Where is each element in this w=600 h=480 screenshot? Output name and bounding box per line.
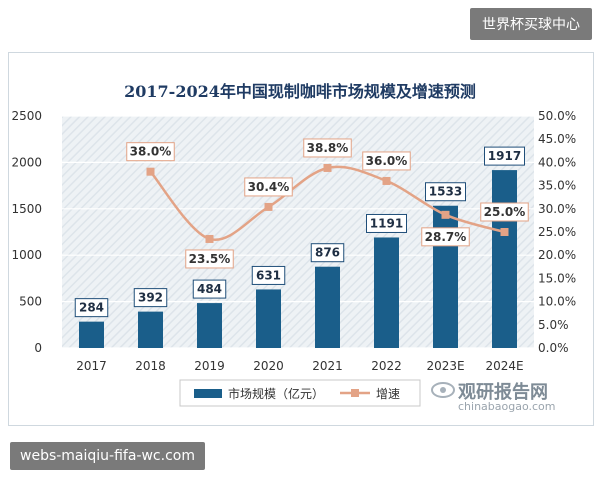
left-tick-label: 500 [19, 295, 42, 309]
x-tick-label: 2020 [253, 359, 284, 373]
line-point [264, 202, 273, 211]
bar-label-box [425, 182, 466, 202]
bar [433, 205, 458, 348]
legend-swatch-bar [194, 389, 222, 398]
line-point [205, 234, 214, 243]
bar [256, 289, 281, 348]
right-tick-label: 20.0% [538, 248, 576, 262]
line-label-box [480, 202, 529, 222]
left-tick-label: 1500 [11, 202, 42, 216]
bar-value-label: 392 [138, 291, 163, 305]
brand-name-cn: 观研报告网 [458, 382, 548, 403]
bar-label-box [74, 298, 109, 318]
bar-label-box [366, 213, 407, 233]
bar-value-label: 631 [256, 268, 281, 282]
right-tick-label: 30.0% [538, 202, 576, 216]
bar-value-label: 1533 [429, 185, 462, 199]
bar-label-box [251, 265, 286, 285]
line-label-box [244, 177, 293, 197]
line-label-box [126, 142, 175, 162]
line-value-label: 36.0% [366, 154, 408, 168]
bar-label-box [192, 279, 227, 299]
line-point [441, 210, 450, 219]
left-tick-label: 0 [34, 341, 42, 355]
line-value-label: 30.4% [248, 180, 290, 194]
right-tick-label: 5.0% [538, 318, 569, 332]
line-label-box [362, 151, 411, 171]
legend-swatch-marker [351, 389, 359, 397]
bar [138, 311, 163, 348]
right-tick-label: 35.0% [538, 179, 576, 193]
line-value-label: 28.7% [425, 230, 467, 244]
bar-value-labels: 284 392 484 631 876 1191 1533 1917 [74, 146, 525, 318]
x-tick-label: 2021 [312, 359, 343, 373]
bar [492, 170, 517, 348]
line-label-box [303, 138, 352, 158]
line-point [323, 163, 332, 172]
x-tick-label: 2024E [485, 359, 523, 373]
x-tick-label: 2022 [371, 359, 402, 373]
line-label-box [421, 227, 470, 247]
line-value-label: 38.0% [130, 145, 172, 159]
bar-value-label: 284 [79, 301, 104, 315]
brand-name-en: chinabaogao.com [458, 400, 556, 413]
line-point [500, 228, 509, 236]
watermark-top: 世界杯买球中心 [470, 8, 592, 40]
legend-label-line: 增速 [376, 387, 400, 401]
line-point [382, 176, 391, 185]
x-tick-label: 2018 [135, 359, 166, 373]
bar-value-label: 484 [197, 282, 222, 296]
x-tick-label: 2017 [76, 359, 107, 373]
bar [315, 266, 340, 348]
bar-value-label: 876 [315, 246, 340, 260]
bar-value-label: 1191 [370, 216, 403, 230]
brand-logo-icon [431, 382, 455, 398]
left-tick-label: 1000 [11, 248, 42, 262]
right-tick-label: 10.0% [538, 295, 576, 309]
left-tick-label: 2000 [11, 155, 42, 169]
bar-label-box [310, 243, 345, 263]
line-label-box [185, 249, 234, 269]
chart-title: 2017-2024年中国现制咖啡市场规模及增速预测 [124, 82, 476, 101]
line-value-label: 38.8% [307, 141, 349, 155]
line-value-labels: 38.0% 23.5% 30.4% 38.8% 36.0% 28.7% 25.0% [126, 138, 529, 269]
legend: 市场规模（亿元） 增速 [179, 379, 421, 407]
bar [374, 237, 399, 348]
x-tick-label: 2023E [426, 359, 464, 373]
right-tick-label: 25.0% [538, 225, 576, 239]
watermark-bottom: webs-maiqiu-fifa-wc.com [10, 442, 205, 470]
legend-label-bar: 市场规模（亿元） [228, 386, 324, 401]
bar [197, 303, 222, 348]
left-tick-label: 2500 [11, 109, 42, 123]
right-tick-label: 0.0% [538, 341, 569, 355]
left-axis-ticks: 0 500 1000 1500 2000 2500 [11, 109, 42, 355]
right-axis-ticks: 0.0% 5.0% 10.0% 15.0% 20.0% 25.0% 30.0% 35.0% 40… [538, 109, 576, 355]
bar-value-label: 1917 [488, 149, 521, 163]
line-point [146, 167, 155, 176]
brand-logo-block: 观研报告网 chinabaogao.com [430, 378, 590, 418]
line-value-label: 25.0% [484, 205, 526, 219]
bar-label-box [133, 288, 168, 308]
x-axis-labels: 2017 2018 2019 2020 2021 2022 2023E 2024E [76, 359, 523, 373]
right-tick-label: 50.0% [538, 109, 576, 123]
line-value-label: 23.5% [189, 252, 231, 266]
x-tick-label: 2019 [194, 359, 225, 373]
right-tick-label: 40.0% [538, 155, 576, 169]
right-tick-label: 45.0% [538, 132, 576, 146]
right-tick-label: 15.0% [538, 271, 576, 285]
bar-label-box [484, 146, 525, 166]
bar [79, 321, 104, 348]
line-series [146, 163, 509, 243]
